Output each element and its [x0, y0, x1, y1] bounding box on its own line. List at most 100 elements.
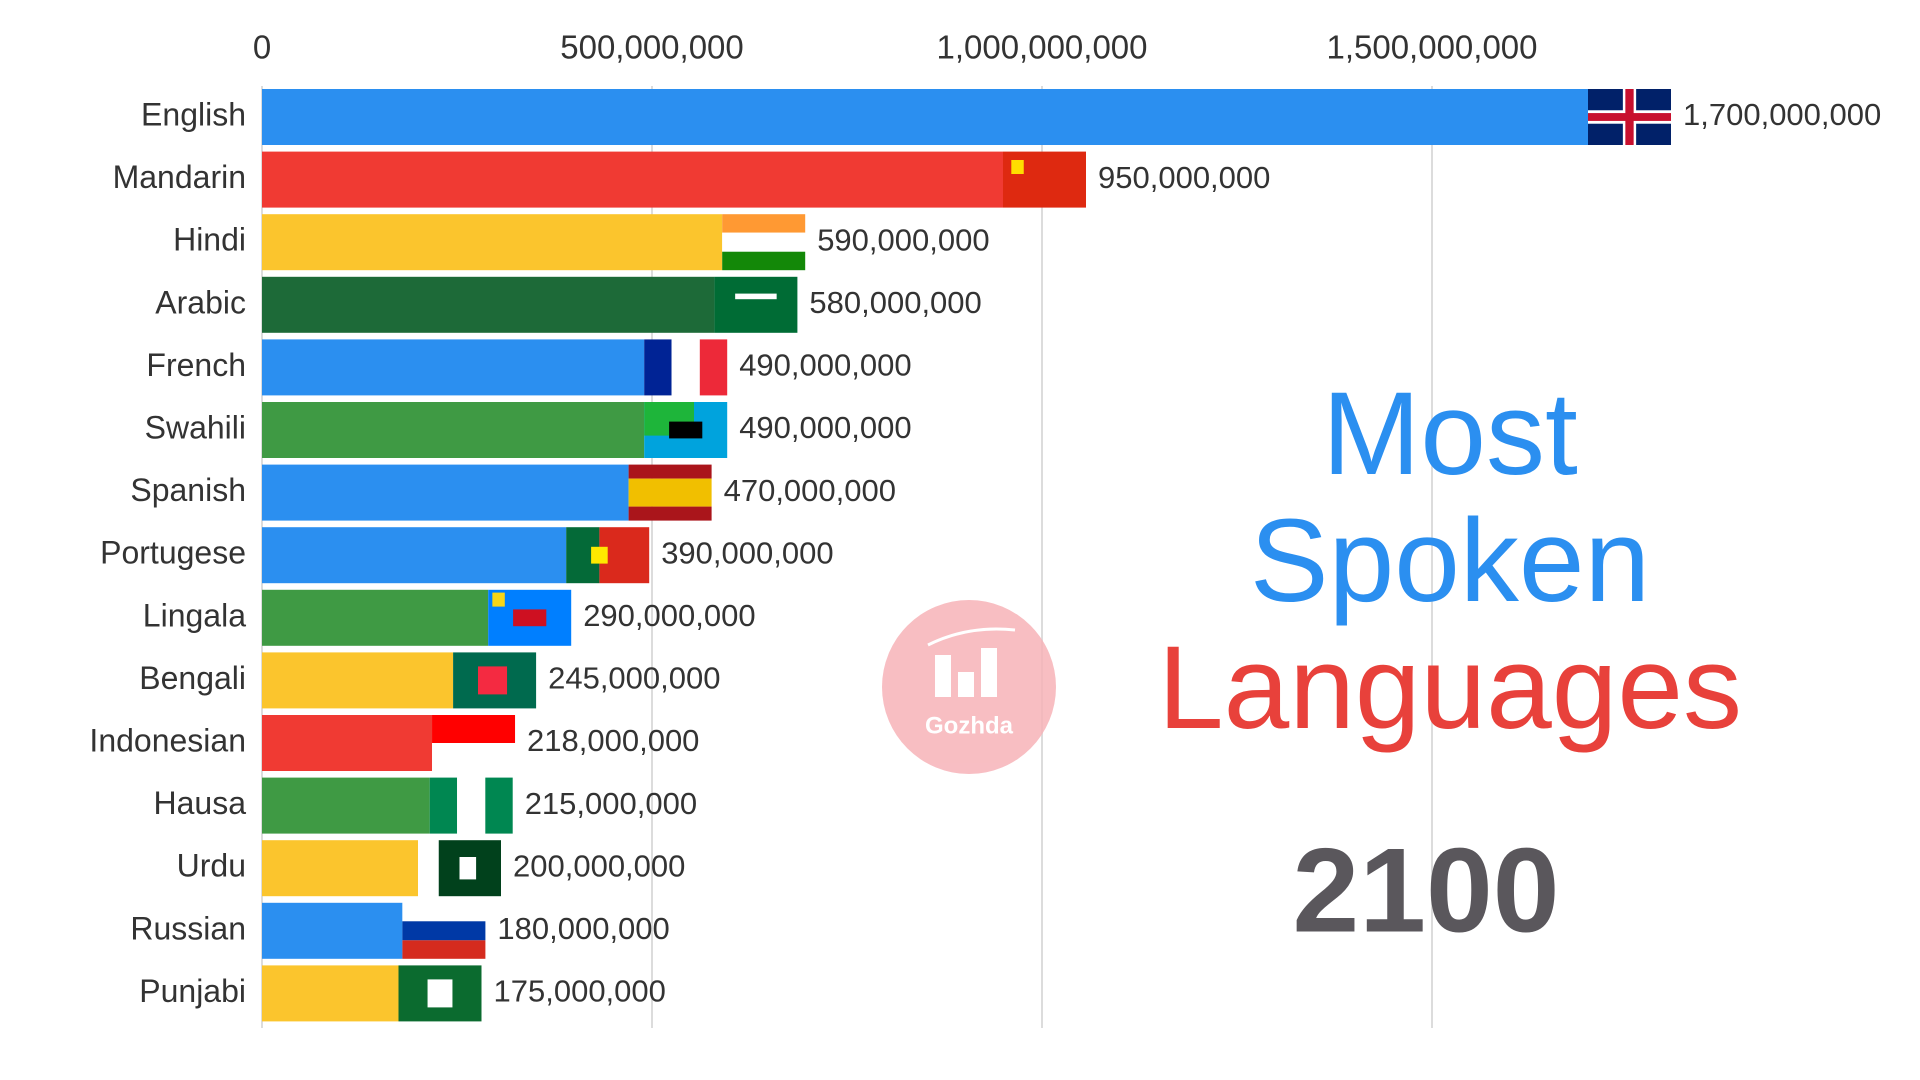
title-line: Most	[1322, 368, 1578, 500]
x-tick-label: 0	[253, 29, 271, 66]
flag-part	[402, 902, 486, 922]
flag-part	[402, 940, 486, 959]
bar	[262, 715, 433, 771]
watermark-icon	[958, 672, 974, 697]
flag	[418, 840, 501, 897]
bar	[262, 840, 418, 897]
value-label: 290,000,000	[583, 598, 755, 633]
watermark-icon	[935, 655, 951, 697]
flag-part	[714, 276, 798, 333]
flag	[628, 464, 712, 521]
value-label: 950,000,000	[1098, 160, 1270, 195]
y-tick-label: Russian	[130, 910, 246, 946]
bar	[262, 151, 1003, 208]
y-tick-label: Hindi	[173, 222, 246, 258]
value-label: 490,000,000	[739, 348, 911, 383]
bar	[262, 464, 629, 521]
bar	[262, 777, 430, 834]
flag-part	[427, 979, 453, 1008]
flag	[1588, 89, 1671, 145]
y-tick-label: Swahili	[145, 409, 246, 445]
y-tick-label: Spanish	[130, 472, 246, 508]
watermark: Gozhda	[882, 600, 1056, 774]
title-line: Spoken	[1250, 495, 1650, 627]
y-tick-label: Lingala	[143, 597, 246, 633]
value-label: 218,000,000	[527, 723, 699, 758]
watermark-arrow	[927, 627, 1016, 647]
value-label: 470,000,000	[724, 473, 896, 508]
bar	[262, 276, 715, 333]
value-label: 390,000,000	[661, 535, 833, 570]
flag-part	[722, 214, 806, 233]
year-label: 2100	[1293, 824, 1560, 958]
flag-part	[485, 777, 513, 834]
flag	[722, 214, 806, 271]
flag-part	[599, 527, 650, 584]
flag	[714, 276, 798, 333]
flag-part	[429, 777, 458, 834]
x-tick-label: 500,000,000	[560, 29, 744, 66]
flag-part	[722, 251, 806, 271]
title-line: Languages	[1158, 622, 1742, 754]
y-tick-label: Indonesian	[89, 722, 246, 758]
flag-part	[459, 857, 477, 880]
flag-part	[628, 506, 712, 521]
y-tick-label: Arabic	[155, 284, 246, 320]
bar	[262, 89, 1588, 145]
value-label: 490,000,000	[739, 410, 911, 445]
flag-part	[644, 339, 672, 396]
flag	[566, 527, 650, 584]
value-label: 175,000,000	[494, 974, 666, 1009]
flag	[1003, 151, 1086, 208]
flag-part	[418, 840, 439, 897]
flag-part	[699, 339, 728, 396]
x-tick-label: 1,000,000,000	[936, 29, 1147, 66]
grid: 0 500,000,000 1,000,000,000 1,500,000,000	[253, 29, 1538, 1028]
y-tick-label: Bengali	[139, 660, 246, 696]
flag-part	[591, 546, 608, 564]
y-tick-label: Urdu	[177, 848, 246, 884]
y-tick-label: Punjabi	[139, 973, 246, 1009]
flag-part	[457, 777, 486, 834]
flag-part	[669, 421, 703, 439]
y-tick-label: French	[146, 347, 246, 383]
y-tick-label: Hausa	[154, 785, 247, 821]
flag-part	[492, 592, 505, 607]
flag	[644, 402, 728, 458]
flag-part	[402, 921, 486, 941]
flag	[488, 589, 572, 646]
bar	[262, 527, 567, 584]
value-label: 590,000,000	[817, 222, 989, 257]
flag-part	[1625, 89, 1634, 145]
flag	[432, 715, 516, 771]
flag-part	[513, 609, 547, 627]
value-label: 245,000,000	[548, 661, 720, 696]
value-label: 200,000,000	[513, 848, 685, 883]
y-tick-label: Portugese	[100, 535, 246, 571]
flag	[429, 777, 513, 834]
flag	[453, 652, 537, 709]
flag-part	[1011, 160, 1024, 174]
bar	[262, 214, 723, 271]
flag-part	[628, 478, 712, 507]
flag	[398, 965, 482, 1022]
watermark-text: Gozhda	[925, 712, 1014, 739]
bar	[262, 402, 645, 458]
bars: English 1,700,000,000 Mandarin 950,000,000 H…	[89, 89, 1881, 1022]
value-label: 180,000,000	[497, 911, 669, 946]
flag	[644, 339, 728, 396]
value-label: 215,000,000	[525, 786, 697, 821]
watermark-icon	[981, 648, 997, 697]
bar	[262, 652, 454, 709]
flag-part	[478, 666, 508, 695]
value-label: 1,700,000,000	[1683, 97, 1881, 132]
y-tick-label: English	[141, 96, 246, 132]
bar	[262, 339, 645, 396]
bar	[262, 965, 399, 1022]
flag-part	[432, 715, 516, 743]
flag	[402, 902, 486, 959]
x-tick-label: 1,500,000,000	[1326, 29, 1537, 66]
